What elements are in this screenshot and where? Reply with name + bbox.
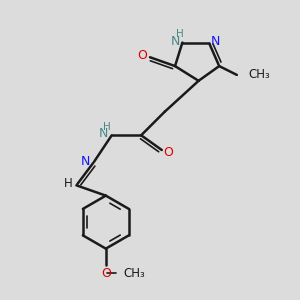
Text: O: O — [101, 267, 111, 280]
Text: CH₃: CH₃ — [248, 68, 270, 81]
Text: N: N — [211, 34, 220, 48]
Text: O: O — [137, 49, 147, 62]
Text: CH₃: CH₃ — [124, 267, 145, 280]
Text: N: N — [171, 34, 181, 48]
Text: H: H — [176, 29, 184, 39]
Text: N: N — [99, 127, 108, 140]
Text: H: H — [103, 122, 111, 132]
Text: O: O — [163, 146, 173, 159]
Text: H: H — [64, 177, 73, 190]
Text: N: N — [81, 155, 91, 168]
